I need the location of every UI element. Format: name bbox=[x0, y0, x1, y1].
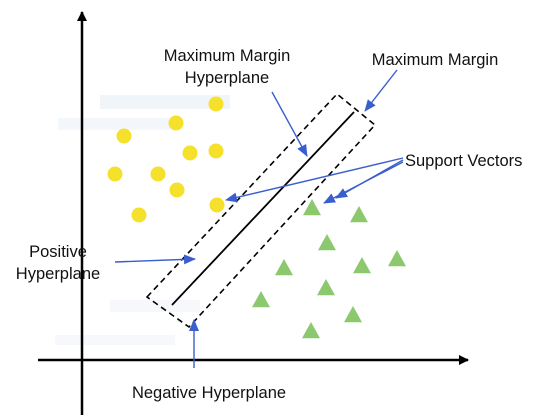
label-max-margin-hyperplane-1: Maximum Margin bbox=[164, 47, 291, 65]
green-triangle-point bbox=[350, 206, 368, 223]
ghost-block bbox=[110, 300, 200, 312]
margin-band bbox=[145, 92, 377, 329]
green-triangle-point bbox=[344, 306, 362, 323]
yellow-circle-point bbox=[169, 182, 185, 198]
yellow-circle-point bbox=[208, 143, 224, 159]
arrow-support-vector-secondary bbox=[335, 159, 404, 199]
arrow-max-margin bbox=[364, 69, 398, 112]
green-triangle-point bbox=[252, 291, 270, 308]
label-negative-hyperplane: Negative Hyperplane bbox=[132, 384, 286, 402]
ghost-block bbox=[58, 118, 178, 130]
green-triangle-point bbox=[318, 234, 336, 251]
arrow-positive-hyperplane bbox=[114, 254, 196, 265]
ghost-block bbox=[100, 95, 230, 109]
green-triangle-point bbox=[317, 279, 335, 296]
maximum-margin-hyperplane bbox=[171, 111, 355, 306]
green-triangle-point bbox=[275, 259, 293, 276]
green-triangle-point bbox=[303, 199, 321, 216]
background-artifacts bbox=[55, 95, 230, 345]
arrow-support-vector-circle bbox=[225, 157, 404, 203]
green-triangle-point bbox=[302, 322, 320, 339]
yellow-circle-point bbox=[209, 197, 225, 213]
yellow-circle-point bbox=[150, 166, 166, 182]
yellow-circle-point bbox=[116, 128, 132, 144]
label-support-vectors: Support Vectors bbox=[405, 152, 522, 170]
annotation-arrows bbox=[114, 69, 404, 368]
label-positive-1: Positive bbox=[29, 243, 87, 261]
yellow-circle-point bbox=[131, 207, 147, 223]
yellow-circle-point bbox=[208, 96, 224, 112]
positive-class-points bbox=[107, 96, 225, 223]
label-max-margin-hyperplane-2: Hyperplane bbox=[185, 69, 269, 87]
negative-class-points bbox=[252, 199, 406, 339]
yellow-circle-point bbox=[168, 115, 184, 131]
arrow-max-margin-hyperplane bbox=[271, 91, 308, 157]
ghost-block bbox=[55, 335, 175, 345]
green-triangle-point bbox=[353, 257, 371, 274]
label-max-margin: Maximum Margin bbox=[372, 51, 499, 69]
yellow-circle-point bbox=[182, 145, 198, 161]
green-triangle-point bbox=[388, 250, 406, 267]
yellow-circle-point bbox=[107, 166, 123, 182]
label-positive-2: Hyperplane bbox=[16, 265, 100, 283]
